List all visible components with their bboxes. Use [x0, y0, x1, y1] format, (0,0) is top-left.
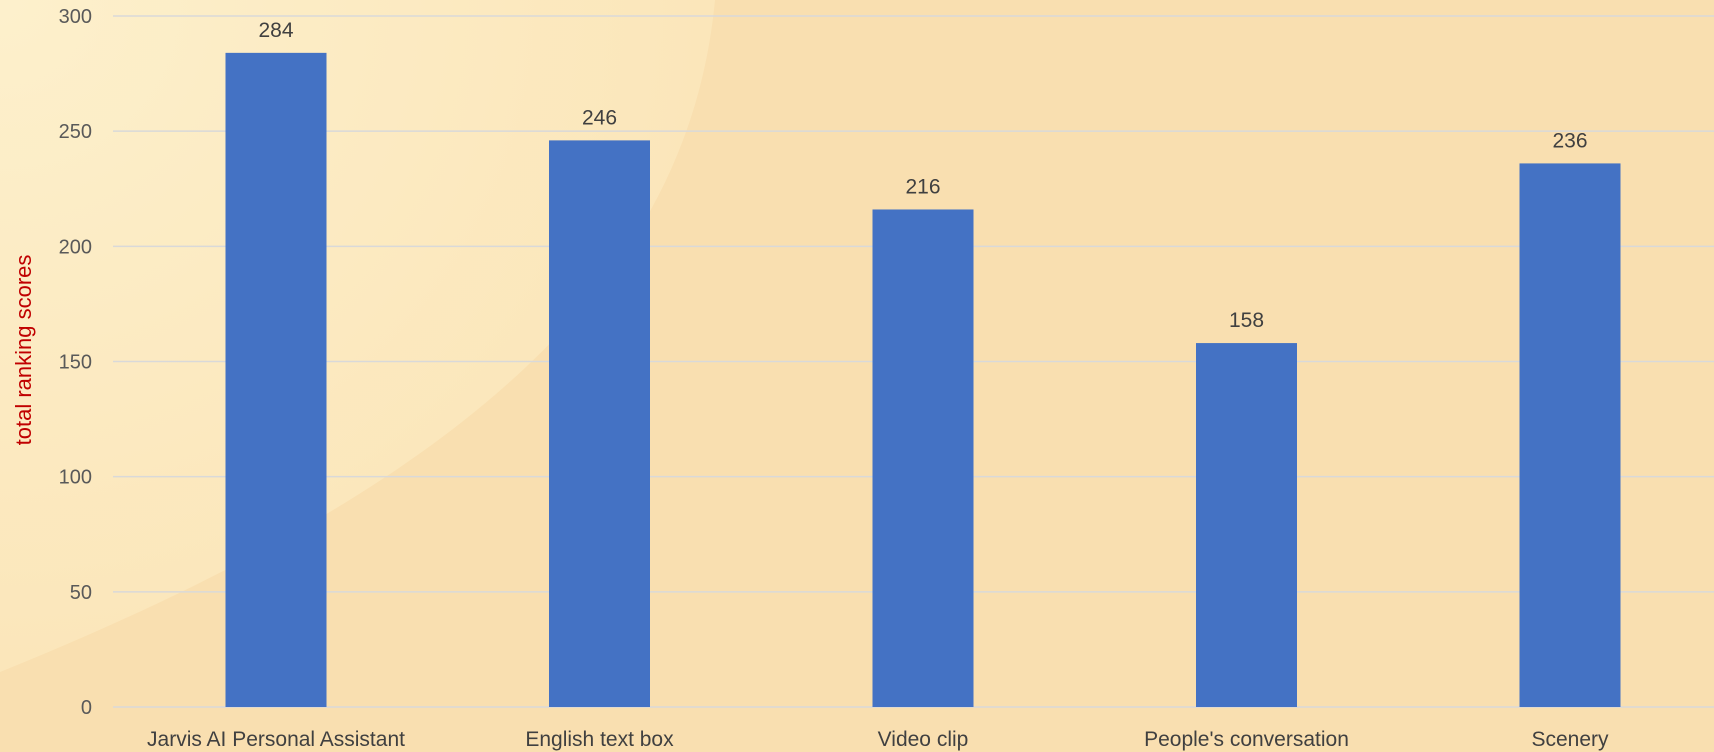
- x-axis-ticks: Jarvis AI Personal Assistant English text…: [147, 728, 1609, 751]
- y-tick-label: 150: [59, 352, 92, 374]
- data-label: 246: [582, 106, 617, 129]
- y-tick-label: 250: [59, 121, 92, 143]
- bar: [549, 140, 650, 707]
- y-tick-label: 200: [59, 236, 92, 258]
- bar: [872, 209, 974, 708]
- y-tick-label: 0: [81, 697, 92, 719]
- y-tick-label: 100: [59, 467, 92, 489]
- category-label: Jarvis AI Personal Assistant: [147, 728, 405, 751]
- category-label: People's conversation: [1144, 728, 1349, 751]
- y-axis-ticks: 0 50 100 150 200 250 300: [59, 6, 92, 719]
- bars: [225, 52, 1621, 708]
- bar: [1196, 343, 1297, 707]
- data-label: 284: [258, 19, 293, 42]
- data-labels: 284 246 216 158 236: [258, 19, 1587, 332]
- y-tick-label: 300: [59, 6, 92, 28]
- y-tick-label: 50: [70, 582, 92, 604]
- y-axis-title: total ranking scores: [11, 255, 36, 446]
- background-highlight: [0, 0, 715, 672]
- category-label: Scenery: [1531, 728, 1609, 751]
- bar: [1519, 163, 1621, 707]
- data-label: 236: [1552, 129, 1587, 152]
- bar: [225, 52, 327, 707]
- category-label: English text box: [525, 728, 674, 751]
- data-label: 216: [905, 175, 940, 198]
- data-label: 158: [1229, 309, 1264, 332]
- category-label: Video clip: [878, 728, 969, 751]
